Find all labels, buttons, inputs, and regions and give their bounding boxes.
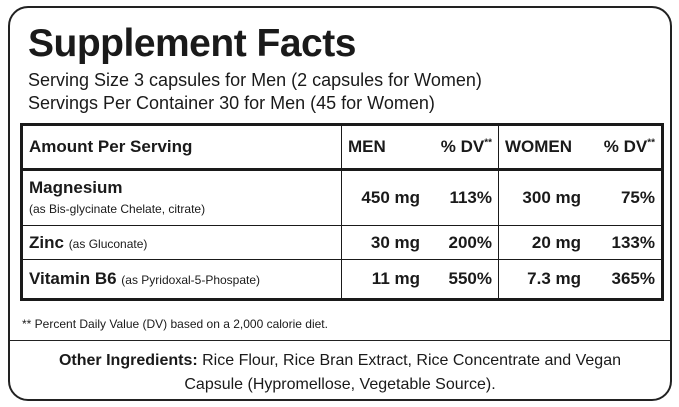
column-label: MEN xyxy=(348,137,386,156)
column-label: % DV xyxy=(603,137,648,156)
men-dv: 550% xyxy=(448,269,492,288)
column-header: Amount Per Serving xyxy=(21,124,342,171)
servings-per-container: Servings Per Container 30 for Men (45 fo… xyxy=(28,93,435,113)
column-header: % DV** xyxy=(587,124,663,171)
facts-table: Amount Per Serving MEN % DV** WOMEN % DV… xyxy=(20,123,664,301)
men-amount: 30 mg xyxy=(341,225,426,260)
nutrient-row: Vitamin B6 (as Pyridoxal-5-Phospate) 11 m… xyxy=(22,259,663,300)
column-label: Amount Per Serving xyxy=(29,137,193,156)
women-amount: 7.3 mg xyxy=(498,259,587,300)
women-dv: 365% xyxy=(611,269,655,288)
men-dv: 113% xyxy=(426,169,499,226)
women-amount: 300 mg xyxy=(498,169,587,226)
column-label: WOMEN xyxy=(505,137,573,156)
divider xyxy=(10,340,670,341)
nutrient-cell: Magnesium (as Bis-glycinate Chelate, citr… xyxy=(21,169,342,226)
column-header: MEN xyxy=(341,124,426,171)
nutrient-cell: Vitamin B6 (as Pyridoxal-5-Phospate) xyxy=(22,260,342,300)
title: Supplement Facts xyxy=(28,22,356,65)
header-row: Amount Per Serving MEN % DV** WOMEN % DV… xyxy=(21,124,663,171)
column-header: WOMEN xyxy=(498,124,587,171)
nutrient-note: (as Gluconate) xyxy=(68,236,148,251)
label-panel: Supplement Facts Serving Size 3 capsules… xyxy=(8,6,672,401)
men-dv: 200% xyxy=(426,225,499,260)
nutrient-note: (as Pyridoxal-5-Phospate) xyxy=(121,273,261,287)
nutrient-name: Zinc xyxy=(29,232,64,252)
other-ingredients-label: Other Ingredients: xyxy=(58,352,198,369)
column-label: % DV xyxy=(440,137,485,156)
serving-size: Serving Size 3 capsules for Men (2 capsu… xyxy=(28,70,482,90)
women-dv: 133% xyxy=(587,225,663,260)
nutrient-name: Magnesium xyxy=(29,178,123,197)
nutrient-row: Zinc (as Gluconate) 30 mg 200% 20 mg 133% xyxy=(21,225,663,260)
footnote: ** Percent Daily Value (DV) based on a 2… xyxy=(22,317,328,331)
column-sup: ** xyxy=(484,137,492,149)
column-sup: ** xyxy=(647,137,655,149)
women-dv: 75% xyxy=(587,169,663,226)
other-ingredients: Other Ingredients: Rice Flour, Rice Bran… xyxy=(30,349,650,397)
women-amount: 20 mg xyxy=(498,225,587,260)
other-ingredients-text: Rice Flour, Rice Bran Extract, Rice Conc… xyxy=(184,352,621,393)
men-amount: 450 mg xyxy=(341,169,426,226)
nutrient-name: Vitamin B6 xyxy=(29,269,117,288)
nutrient-row: Magnesium (as Bis-glycinate Chelate, citr… xyxy=(21,169,663,226)
nutrient-cell: Zinc (as Gluconate) xyxy=(21,225,342,260)
men-amount: 11 mg xyxy=(341,259,426,300)
column-header: % DV** xyxy=(426,124,499,171)
nutrient-note: (as Bis-glycinate Chelate, citrate) xyxy=(29,202,206,216)
